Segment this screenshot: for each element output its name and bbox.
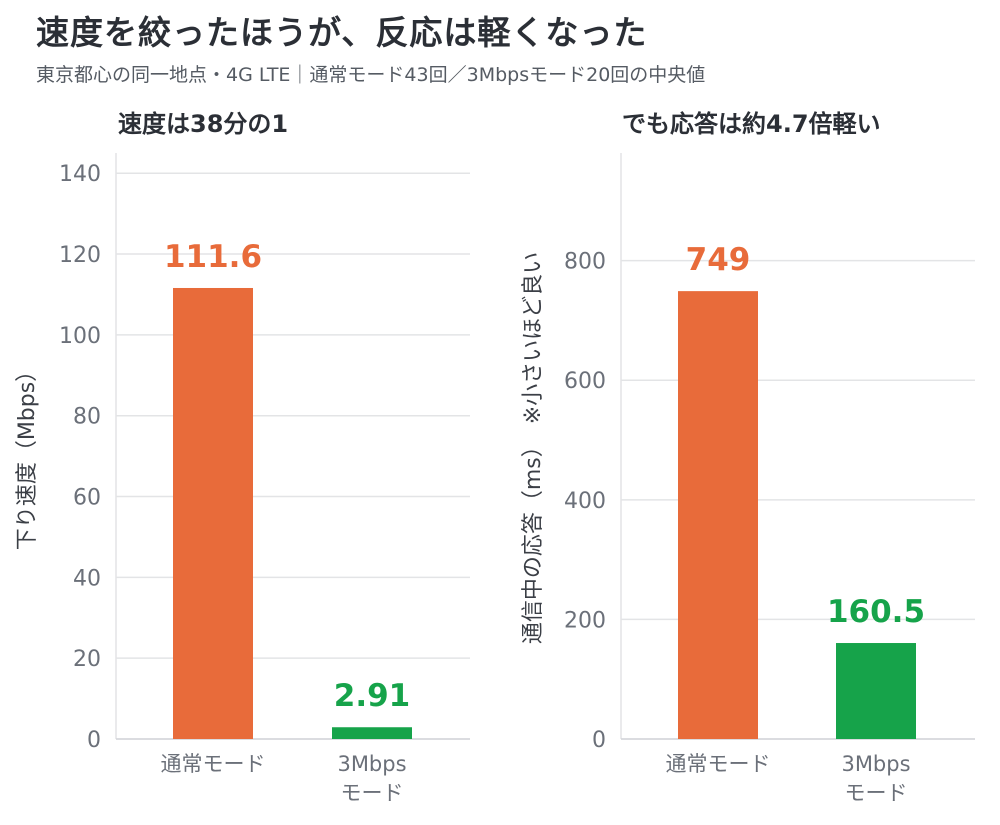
latency-y-tick-label: 200 [564,608,606,633]
latency-y-tick-label: 0 [592,728,606,753]
latency-category-label: 通常モード [666,752,771,776]
latency-data-label: 160.5 [827,594,925,630]
speed-y-tick-label: 100 [59,324,101,349]
speed-y-tick-label: 0 [87,728,101,753]
speed-bar-limited [332,727,412,739]
latency-y-tick-label: 800 [564,250,606,275]
speed-y-tick-label: 80 [73,405,101,430]
latency-y-tick-label: 400 [564,489,606,514]
latency-data-label: 749 [686,242,751,278]
speed-category-label: 3Mbps モード [337,752,406,805]
speed-y-tick-label: 120 [59,243,101,268]
latency-y-tick-label: 600 [564,369,606,394]
latency-bar-limited [836,643,916,739]
speed-y-axis-label: 下り速度（Mbps） [15,360,40,550]
speed-y-tick-label: 140 [59,162,101,187]
chart-subtitle: 東京都心の同一地点・4G LTE｜通常モード43回／3Mbpsモード20回の中央… [36,64,706,86]
chart-title: 速度を絞ったほうが、反応は軽くなった [36,13,648,52]
speed-y-tick-label: 60 [73,486,101,511]
speed-bar-normal [173,287,253,739]
latency-y-axis-label: 通信中の応答（ms） ※小さいほど良い [521,252,546,644]
latency-bar-normal [678,291,758,739]
latency-category-label: 3Mbps モード [841,752,910,805]
right-panel-title: でも応答は約4.7倍軽い [622,110,881,138]
speed-y-tick-label: 40 [73,566,101,591]
left-panel-title: 速度は38分の1 [118,110,289,138]
speed-data-label: 111.6 [164,239,262,275]
speed-data-label: 2.91 [334,678,411,714]
speed-y-tick-label: 20 [73,647,101,672]
speed-category-label: 通常モード [161,752,266,776]
